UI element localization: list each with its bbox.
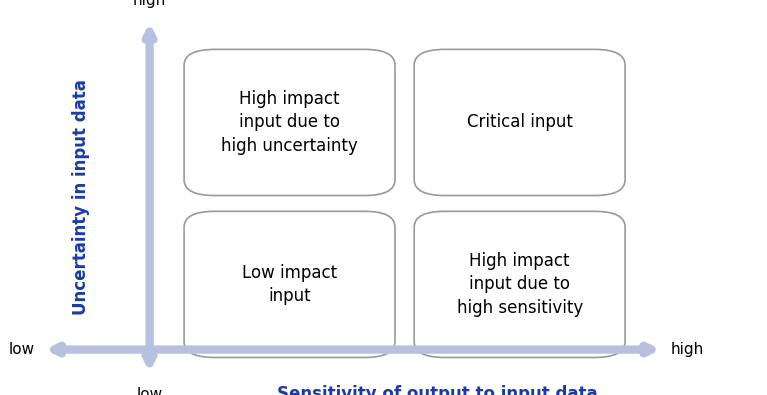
Text: Low impact
input: Low impact input bbox=[242, 263, 337, 305]
Text: high: high bbox=[133, 0, 166, 8]
Text: High impact
input due to
high sensitivity: High impact input due to high sensitivit… bbox=[456, 252, 583, 317]
FancyBboxPatch shape bbox=[414, 211, 625, 357]
FancyBboxPatch shape bbox=[184, 49, 395, 196]
Text: low: low bbox=[8, 342, 35, 357]
Text: low: low bbox=[137, 387, 163, 395]
FancyBboxPatch shape bbox=[414, 49, 625, 196]
FancyBboxPatch shape bbox=[184, 211, 395, 357]
Text: High impact
input due to
high uncertainty: High impact input due to high uncertaint… bbox=[221, 90, 358, 155]
Text: high: high bbox=[671, 342, 704, 357]
Text: Uncertainty in input data: Uncertainty in input data bbox=[71, 79, 90, 316]
Text: Critical input: Critical input bbox=[466, 113, 573, 132]
Text: Sensitivity of output to input data: Sensitivity of output to input data bbox=[277, 385, 597, 395]
